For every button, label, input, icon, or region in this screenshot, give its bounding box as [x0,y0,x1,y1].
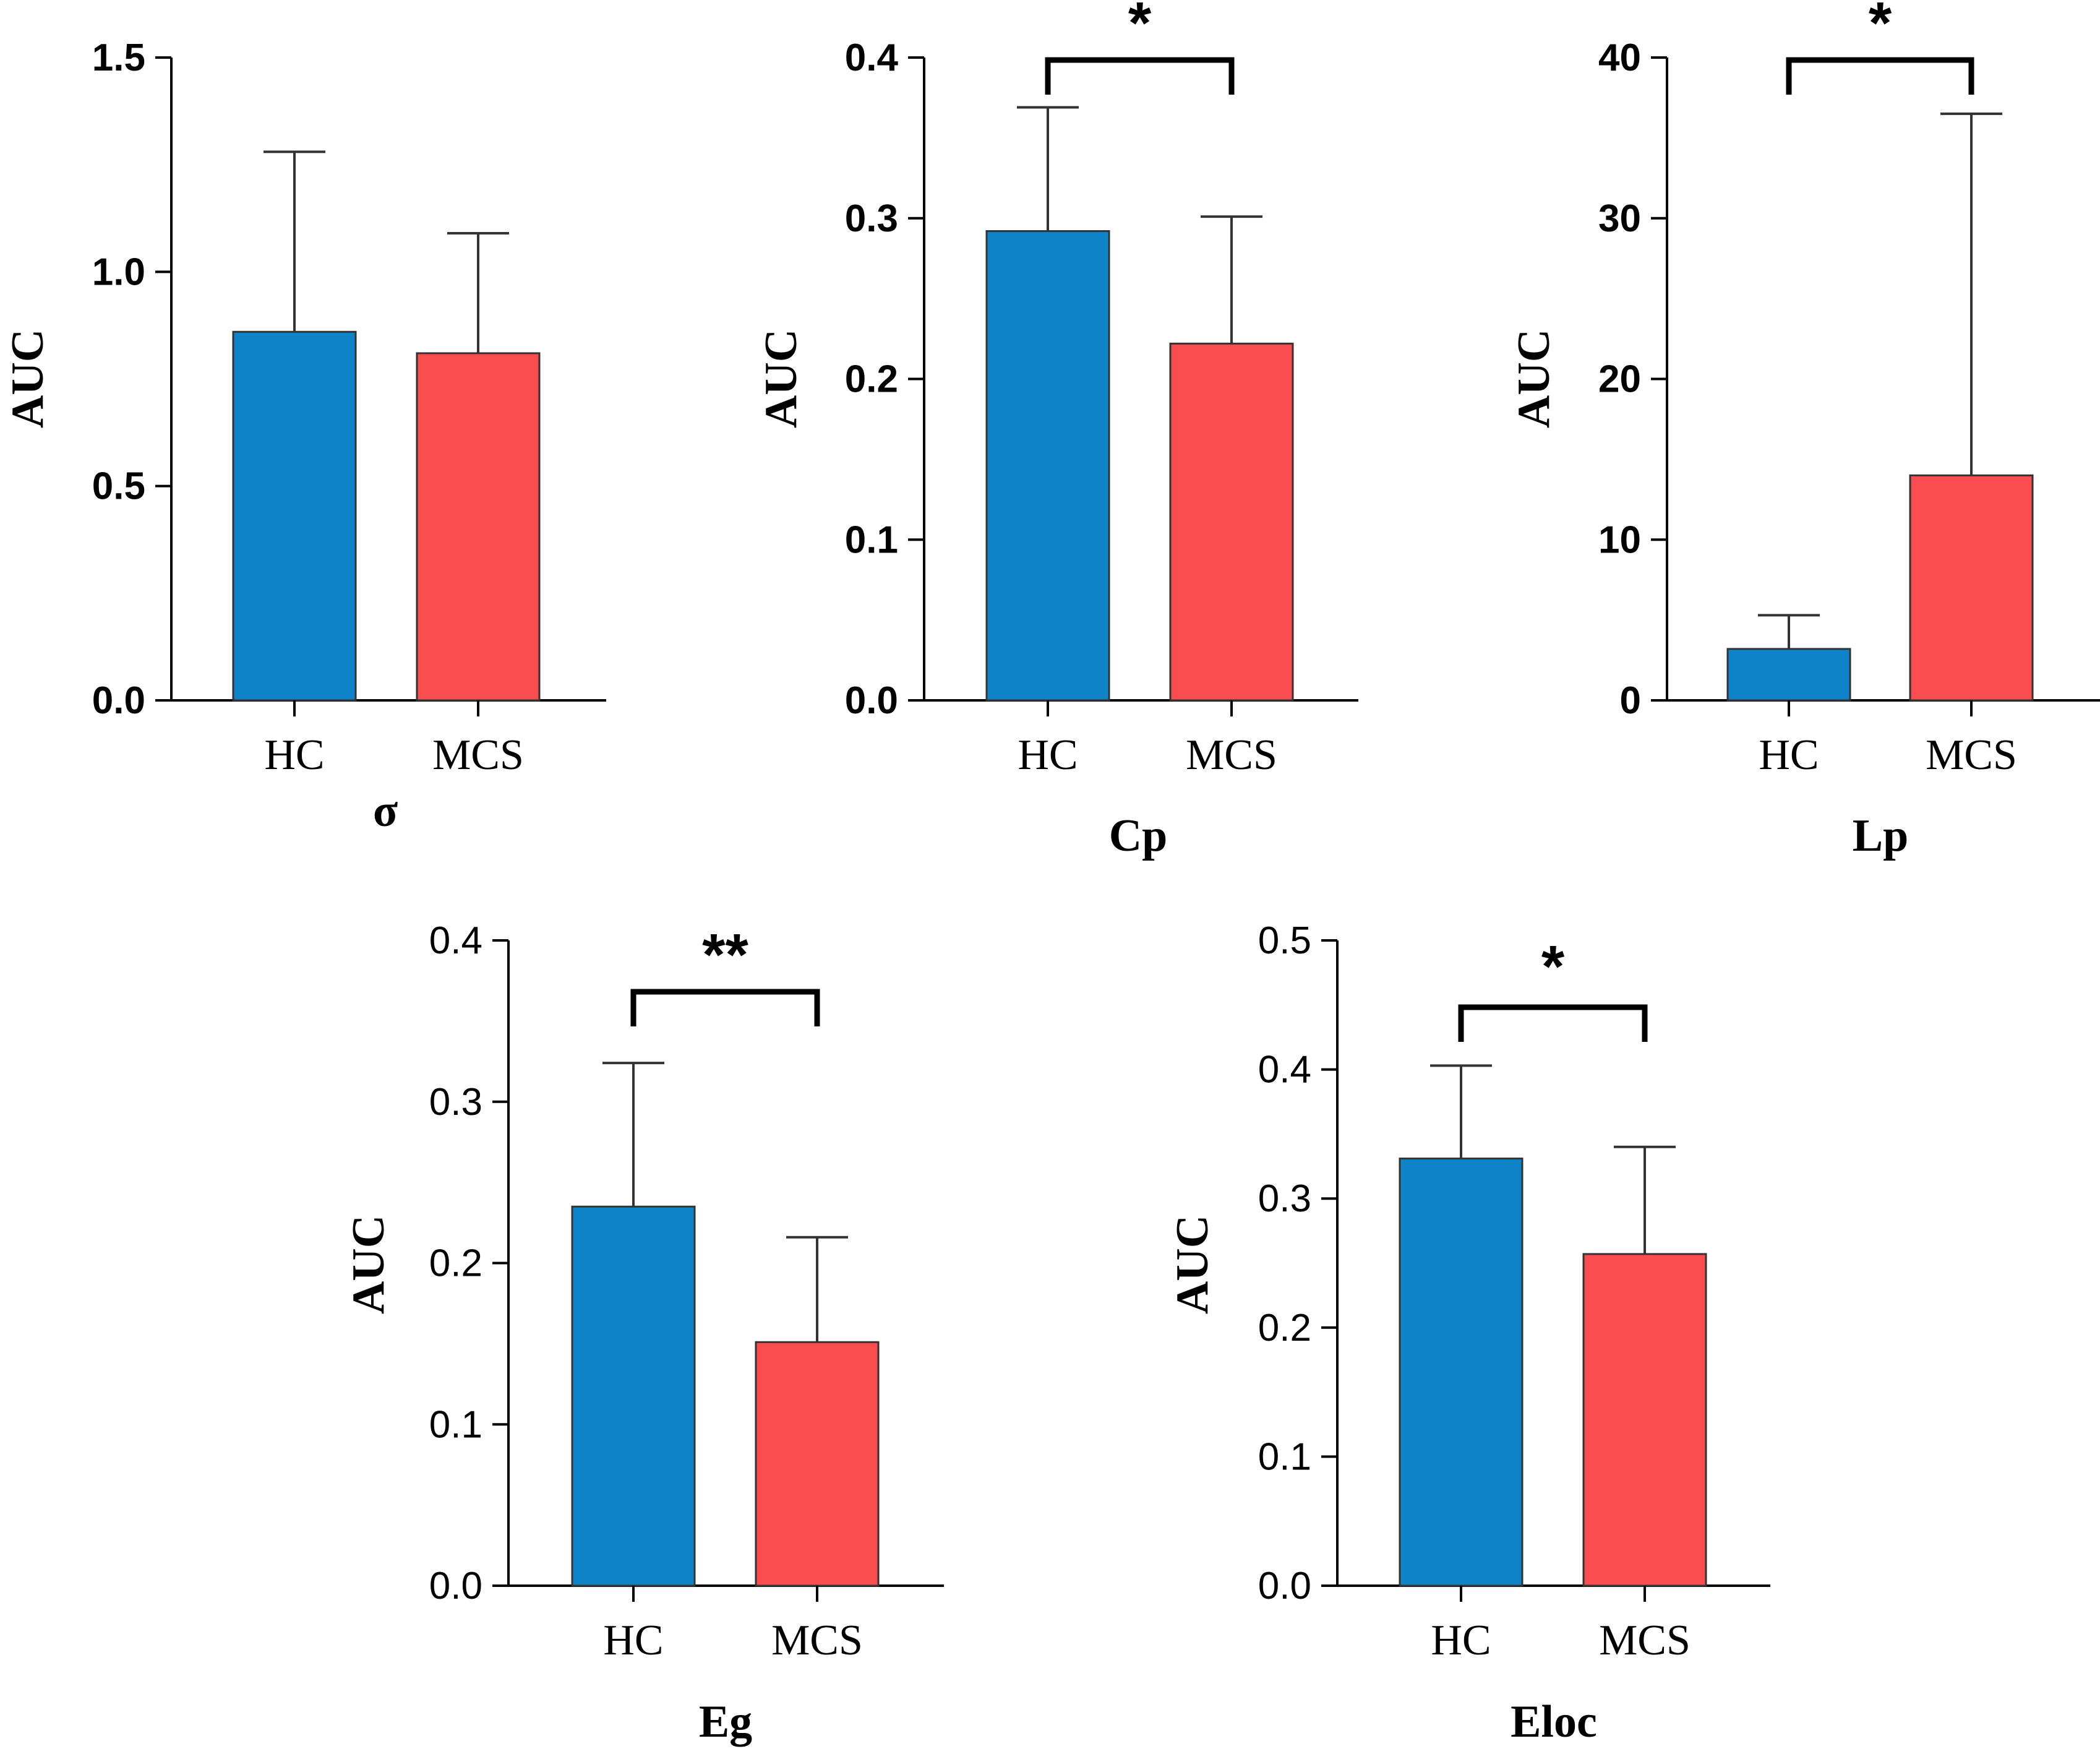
y-tick-label: 1.5 [92,37,145,79]
y-axis-label: AUC [1167,1215,1218,1314]
x-tick-label: HC [1759,731,1819,779]
x-tick-label: HC [264,731,324,779]
chart-panel-2: 0.0 0.1 0.2 0.3 0.4 HC MCS Cp AUC * [756,0,1358,861]
y-axis-label: AUC [343,1215,394,1314]
bar-mcs [1169,342,1294,702]
significance-marker: * [1869,0,1892,56]
y-tick-label: 0.5 [1258,919,1311,962]
y-tick-label: 0.4 [429,919,482,962]
significance-marker: ** [702,922,748,988]
bar-hc [1399,1158,1524,1587]
y-tick-label: 0.0 [429,1565,482,1607]
y-tick-label: 10 [1598,518,1641,561]
x-axis-label: Cp [1109,810,1168,861]
y-tick-label: 20 [1598,358,1641,401]
bar-mcs [1909,474,2034,702]
x-axis-label: σ [373,786,398,836]
y-axis-label: AUC [756,329,807,428]
y-tick-label: 0.2 [1258,1307,1311,1349]
y-tick-label: 0.3 [429,1081,482,1124]
significance-bracket [1458,1004,1648,1042]
y-tick-label: 0.1 [845,518,898,561]
significance-marker: * [1128,0,1152,56]
y-tick-label: 0.0 [92,679,145,722]
x-axis-label: Lp [1853,810,1909,861]
x-tick-label: HC [603,1617,663,1664]
bar-hc [985,230,1110,702]
x-tick-label: MCS [432,731,524,779]
bar-hc [571,1205,696,1587]
x-axis-label: Eg [699,1696,752,1747]
x-tick-label: MCS [1926,731,2017,779]
y-axis-label: AUC [2,329,53,428]
y-tick-label: 0.3 [845,197,898,240]
y-tick-label: 0.4 [845,37,899,79]
x-tick-label: MCS [1186,731,1277,779]
y-tick-label: 0.5 [92,465,145,508]
chart-panel-3: 0 10 20 30 40 HC MCS Lp AUC * [1509,0,2100,861]
y-tick-label: 0.0 [1258,1565,1311,1607]
x-tick-label: MCS [1599,1617,1691,1664]
chart-panel-4: 0.0 0.1 0.2 0.3 0.4 HC MCS Eg AUC ** [343,919,944,1747]
x-axis-label: Eloc [1511,1696,1597,1747]
y-tick-label: 0 [1620,679,1641,722]
x-tick-label: HC [1018,731,1078,779]
bar-mcs [416,352,541,702]
y-tick-label: 0.1 [429,1403,482,1446]
significance-bracket [630,989,820,1026]
bar-hc [232,330,357,702]
x-tick-label: HC [1431,1617,1491,1664]
y-axis-label: AUC [1509,329,1559,428]
chart-panel-1: 0.0 0.5 1.0 1.5 HC MCS σ AUC [2,37,606,836]
bar-mcs [1582,1253,1707,1587]
y-tick-label: 0.1 [1258,1435,1311,1478]
x-tick-label: MCS [771,1617,863,1664]
bar-hc [1726,648,1851,702]
y-tick-label: 0.2 [845,358,898,401]
significance-marker: * [1541,934,1565,1000]
y-tick-label: 0.3 [1258,1177,1311,1220]
y-tick-label: 0.2 [429,1242,482,1285]
significance-bracket [1045,57,1235,95]
y-tick-label: 30 [1598,197,1641,240]
significance-bracket [1786,57,1974,95]
y-tick-label: 0.4 [1258,1049,1311,1091]
y-tick-label: 1.0 [92,251,145,293]
bar-mcs [755,1341,880,1587]
y-tick-label: 40 [1598,37,1641,79]
y-tick-label: 0.0 [845,679,898,722]
